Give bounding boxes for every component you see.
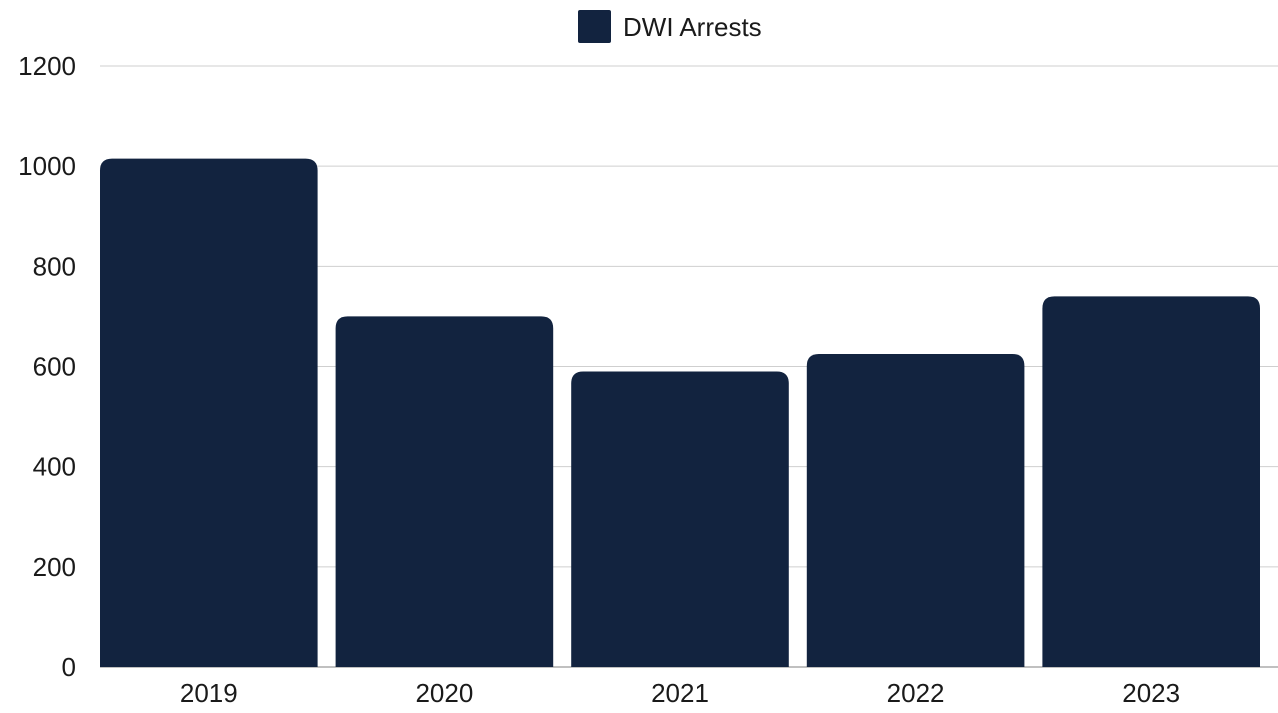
x-tick-label-2019: 2019 (180, 678, 238, 708)
y-tick-label-1000: 1000 (18, 151, 76, 181)
x-tick-label-2020: 2020 (415, 678, 473, 708)
y-tick-label-400: 400 (33, 452, 76, 482)
bar-2019 (100, 158, 318, 667)
legend-swatch (578, 10, 611, 43)
x-axis-tick-labels: 2019 2020 2021 2022 2023 (180, 678, 1180, 708)
x-tick-label-2022: 2022 (887, 678, 945, 708)
y-tick-label-800: 800 (33, 251, 76, 281)
x-tick-label-2023: 2023 (1122, 678, 1180, 708)
y-tick-label-200: 200 (33, 552, 76, 582)
bars (100, 158, 1260, 667)
y-tick-label-0: 0 (62, 652, 76, 682)
bar-2020 (335, 316, 554, 667)
bar-2023 (1042, 296, 1260, 667)
bar-2022 (806, 353, 1025, 667)
legend: DWI Arrests (578, 10, 762, 43)
x-tick-label-2021: 2021 (651, 678, 709, 708)
legend-label-dwi-arrests: DWI Arrests (623, 12, 762, 42)
y-tick-label-600: 600 (33, 352, 76, 382)
y-tick-label-1200: 1200 (18, 51, 76, 81)
y-axis-tick-labels: 0 200 400 600 800 1000 1200 (18, 51, 76, 682)
bar-2021 (571, 371, 789, 667)
